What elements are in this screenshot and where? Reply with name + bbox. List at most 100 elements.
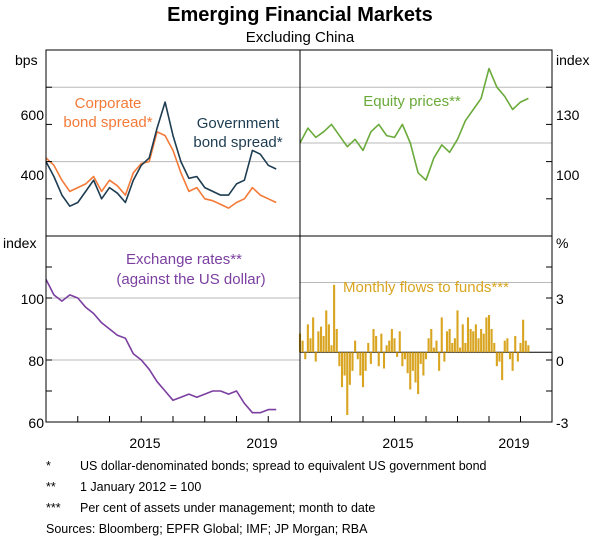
flow-bar-46: [419, 352, 422, 364]
flow-bar-41: [406, 352, 409, 374]
flow-bar-83: [516, 352, 519, 362]
lbl-fx-line-0: Exchange rates**: [126, 251, 242, 268]
flow-bar-75: [495, 352, 498, 367]
fx-series-note: (against the US dollar): [116, 271, 265, 288]
corporate-series-label: Corporate bond spread*: [63, 95, 152, 131]
flow-bar-72: [487, 315, 491, 353]
y-tick-bottom-right-0: 0: [556, 353, 564, 369]
flow-bar-25: [364, 352, 367, 371]
lbl-government-line-1: bond spread*: [193, 134, 282, 151]
flow-bar-50: [430, 329, 433, 353]
flow-bar-65: [469, 329, 472, 353]
flow-bar-28: [372, 329, 375, 353]
flow-bar-62: [461, 324, 464, 353]
flow-bar-16: [340, 352, 344, 388]
flow-bar-42: [409, 352, 412, 390]
flow-bar-40: [403, 352, 407, 360]
flow-bar-44: [414, 352, 417, 383]
flow-bar-71: [485, 317, 488, 353]
flow-bar-78: [503, 340, 506, 353]
unit-label-top-right: index: [556, 52, 589, 68]
footnote-3-text: Per cent of assets under management; mon…: [80, 501, 376, 515]
footnote-3-mark: ***: [46, 501, 61, 515]
flow-bar-58: [451, 342, 454, 353]
emerging-markets-chart: Emerging Financial Markets Excluding Chi…: [3, 4, 589, 451]
fund-flow-bars: [298, 284, 530, 416]
flow-bar-39: [401, 352, 404, 367]
x-tick-right-2015: 2015: [382, 435, 413, 451]
y-tick-top-right-100: 100: [556, 167, 580, 183]
footnote-1-text: US dollar-denominated bonds; spread to e…: [80, 459, 487, 473]
flow-bar-68: [477, 338, 480, 353]
lbl-equity-line-0: Equity prices**: [363, 93, 461, 110]
x-tick-left-2015: 2015: [129, 435, 160, 451]
flow-bar-49: [427, 338, 430, 353]
y-tick-bottom-left-80: 80: [28, 353, 44, 369]
flow-bar-56: [445, 331, 449, 353]
flow-bar-59: [453, 338, 456, 353]
flow-bar-48: [424, 352, 428, 360]
flow-bar-74: [493, 342, 496, 353]
flow-bar-14: [335, 329, 338, 353]
y-tick-bottom-left-100: 100: [21, 291, 45, 307]
sources-line: Sources: Bloomberg; EPFR Global; IMF; JP…: [46, 522, 368, 536]
flow-bar-43: [411, 352, 414, 371]
flow-bar-23: [359, 352, 362, 376]
flow-bar-27: [369, 352, 372, 364]
flow-bar-38: [398, 331, 401, 353]
flow-bar-26: [367, 342, 370, 353]
flow-bar-63: [464, 342, 467, 353]
flow-bar-77: [501, 352, 504, 381]
flow-bar-70: [482, 333, 485, 353]
flow-bar-54: [440, 317, 443, 353]
flow-bar-29: [375, 335, 378, 353]
footnote-2-mark: **: [46, 480, 56, 494]
x-tick-left-2019: 2019: [246, 435, 277, 451]
lbl-flows-line-0: Monthly flows to funds***: [343, 279, 509, 296]
x-tick-right-2019: 2019: [498, 435, 529, 451]
flow-bar-31: [380, 333, 383, 353]
flow-bar-66: [472, 331, 475, 353]
y-tick-top-left-600: 600: [21, 107, 45, 123]
flow-bar-55: [443, 352, 446, 362]
y-tick-bottom-right-minus3: -3: [556, 415, 569, 431]
series-lines: [45, 67, 529, 414]
series-line-fx: [45, 279, 277, 414]
flow-bar-37: [396, 352, 399, 357]
y-tick-bottom-left-60: 60: [28, 415, 44, 431]
equity-series-label: Equity prices**: [363, 93, 461, 110]
flow-bar-85: [522, 319, 525, 353]
flow-bar-47: [422, 352, 425, 376]
chart-title: Emerging Financial Markets: [167, 4, 433, 26]
flow-bar-67: [474, 324, 477, 353]
flow-bar-10: [325, 310, 328, 353]
flow-bar-22: [356, 352, 359, 360]
flow-bar-19: [348, 352, 351, 385]
flow-bar-20: [351, 352, 354, 371]
lbl-fx-note-line-0: (against the US dollar): [116, 271, 265, 288]
flow-bar-69: [480, 329, 483, 353]
fx-series-label: Exchange rates**: [126, 251, 242, 268]
flow-bar-53: [438, 352, 441, 371]
footnote-1: * US dollar-denominated bonds; spread to…: [0, 458, 600, 475]
flow-bar-52: [435, 340, 438, 353]
footnote-2-text: 1 January 2012 = 100: [80, 480, 202, 494]
unit-label-bottom-right: %: [556, 235, 568, 251]
chart-frame: [45, 49, 553, 423]
flow-bar-84: [519, 342, 522, 353]
flow-bar-33: [385, 345, 388, 353]
flow-bar-36: [393, 338, 396, 353]
flow-bar-57: [448, 329, 451, 353]
flow-bar-73: [490, 329, 493, 353]
unit-label-top-left: bps: [15, 52, 38, 68]
flow-bar-35: [390, 329, 393, 353]
footnote-2: ** 1 January 2012 = 100: [0, 479, 600, 496]
government-series-label: Government bond spread*: [193, 115, 282, 151]
flow-bar-18: [346, 352, 349, 416]
flow-bar-86: [524, 340, 527, 353]
lbl-corporate-line-1: bond spread*: [63, 114, 152, 131]
flow-bar-15: [338, 352, 341, 367]
flow-bar-11: [327, 324, 330, 353]
flow-bar-7: [317, 331, 320, 353]
y-tick-top-left-400: 400: [21, 167, 45, 183]
